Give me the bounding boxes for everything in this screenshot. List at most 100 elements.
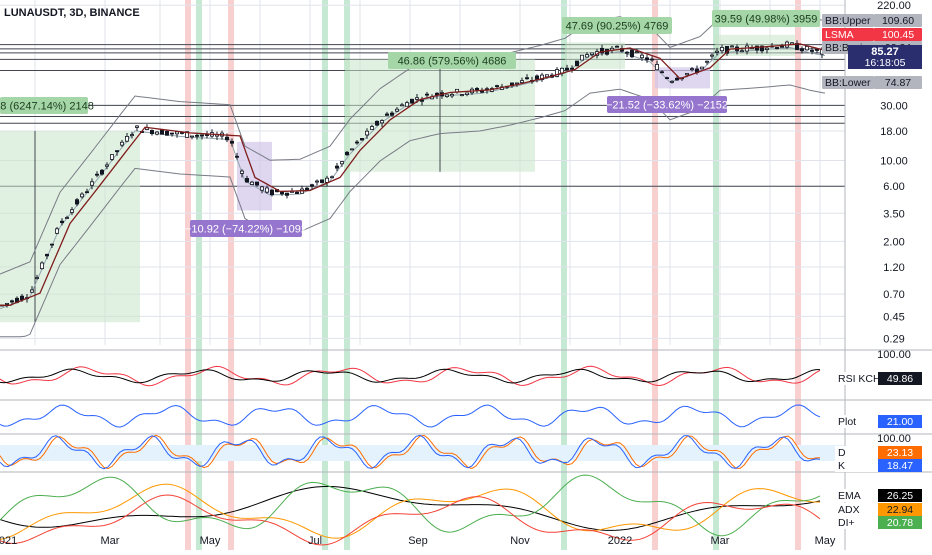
candle[interactable]: [795, 43, 800, 51]
candle[interactable]: [169, 132, 174, 135]
candle[interactable]: [585, 54, 590, 58]
candle[interactable]: [239, 170, 244, 174]
plot-badge-value-box[interactable]: [878, 415, 922, 428]
candle[interactable]: [115, 150, 120, 153]
candle[interactable]: [615, 45, 620, 48]
badge-value-0[interactable]: [874, 14, 922, 27]
candle[interactable]: [259, 186, 264, 191]
candle[interactable]: [134, 125, 139, 128]
candle[interactable]: [55, 228, 60, 234]
candle[interactable]: [189, 135, 194, 138]
stoch-k-badge-value-box[interactable]: [878, 459, 922, 472]
candle[interactable]: [344, 151, 349, 156]
rsi-badge-value-box[interactable]: [878, 372, 922, 385]
candle[interactable]: [90, 181, 95, 186]
candle[interactable]: [294, 191, 299, 194]
candle[interactable]: [525, 77, 530, 80]
candle[interactable]: [494, 85, 499, 87]
candle[interactable]: [800, 48, 805, 52]
candle[interactable]: [580, 54, 585, 61]
candle[interactable]: [35, 277, 40, 279]
candle[interactable]: [110, 154, 115, 160]
candle[interactable]: [334, 165, 339, 169]
candle[interactable]: [705, 60, 710, 63]
candle[interactable]: [520, 80, 525, 83]
stoch-k-badge-label-box[interactable]: [835, 459, 885, 472]
candle[interactable]: [464, 92, 469, 95]
candle[interactable]: [409, 98, 414, 104]
time-axis[interactable]: 021 Mar May Jul Sep Nov 2022 Mar May: [0, 535, 836, 547]
time-label[interactable]: Nov: [510, 535, 530, 547]
candle[interactable]: [105, 164, 110, 167]
candle[interactable]: [535, 75, 540, 80]
candle[interactable]: [655, 64, 660, 71]
di-plus-badge-value-box[interactable]: [878, 516, 922, 529]
candle[interactable]: [164, 130, 169, 136]
candle[interactable]: [685, 73, 690, 76]
candle[interactable]: [284, 192, 289, 196]
candle[interactable]: [149, 130, 154, 135]
candle[interactable]: [444, 94, 449, 97]
candle[interactable]: [254, 181, 259, 186]
candle[interactable]: [120, 141, 125, 146]
candle[interactable]: [414, 97, 419, 100]
candle[interactable]: [349, 148, 354, 151]
candle[interactable]: [805, 46, 810, 51]
candle[interactable]: [775, 47, 780, 50]
candle[interactable]: [760, 45, 765, 52]
rsi-badge-label-box[interactable]: [835, 372, 885, 385]
candle[interactable]: [515, 82, 520, 85]
candle[interactable]: [394, 108, 399, 112]
candle[interactable]: [324, 177, 329, 183]
candle[interactable]: [184, 131, 189, 138]
candle[interactable]: [404, 102, 409, 107]
candle[interactable]: [154, 131, 159, 135]
candle[interactable]: [740, 50, 745, 53]
candle[interactable]: [249, 181, 254, 185]
candle[interactable]: [65, 217, 70, 219]
candle[interactable]: [45, 253, 50, 257]
candle[interactable]: [665, 77, 670, 80]
candle[interactable]: [75, 199, 80, 205]
candle[interactable]: [329, 176, 334, 179]
candle[interactable]: [424, 93, 429, 96]
badge-label-0[interactable]: [822, 14, 874, 27]
current-price-badge[interactable]: [848, 45, 922, 69]
adx-badge-value-box[interactable]: [878, 503, 922, 516]
adx-ema-badge-label-box[interactable]: [835, 489, 885, 502]
candle[interactable]: [690, 68, 695, 71]
candle[interactable]: [540, 74, 545, 80]
candle[interactable]: [279, 191, 284, 195]
candle[interactable]: [474, 88, 479, 91]
badge-label-4[interactable]: [822, 76, 874, 89]
candle[interactable]: [224, 136, 229, 141]
candle[interactable]: [645, 57, 650, 61]
candle[interactable]: [449, 94, 454, 97]
time-label[interactable]: May: [200, 535, 221, 547]
candle[interactable]: [670, 80, 675, 83]
candle[interactable]: [755, 45, 760, 51]
candle[interactable]: [244, 178, 249, 183]
time-label[interactable]: Mar: [101, 535, 120, 547]
candle[interactable]: [369, 126, 374, 130]
candle[interactable]: [765, 47, 770, 50]
plot-badge-label-box[interactable]: [835, 415, 885, 428]
candle[interactable]: [229, 140, 234, 144]
adx-badge-label-box[interactable]: [835, 503, 885, 516]
candle[interactable]: [194, 134, 199, 137]
time-label[interactable]: 021: [0, 535, 17, 547]
candle[interactable]: [80, 193, 85, 198]
time-label[interactable]: 2022: [608, 535, 632, 547]
candle[interactable]: [199, 134, 204, 137]
di-plus-badge-label-box[interactable]: [835, 516, 885, 529]
time-label[interactable]: May: [815, 535, 836, 547]
candle[interactable]: [234, 155, 239, 158]
candle[interactable]: [374, 120, 379, 126]
candle[interactable]: [710, 54, 715, 57]
candle[interactable]: [304, 187, 309, 191]
stoch-d-badge-label-box[interactable]: [835, 446, 885, 459]
candle[interactable]: [700, 66, 705, 70]
candle[interactable]: [339, 161, 344, 165]
